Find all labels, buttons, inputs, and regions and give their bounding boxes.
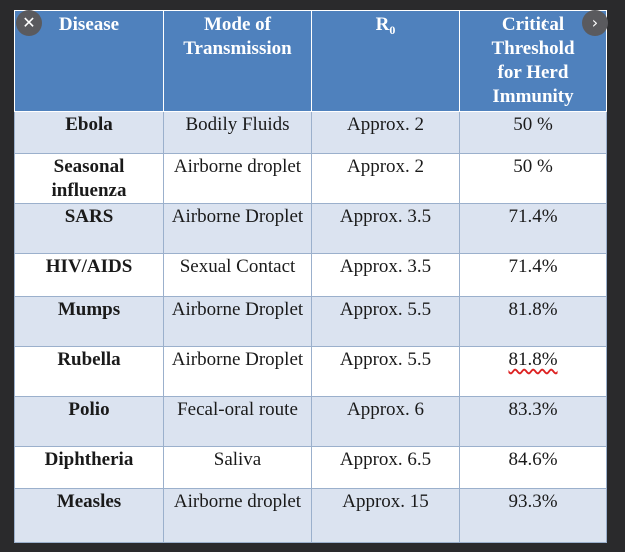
cell-mode: Airborne Droplet: [163, 346, 312, 397]
header-r0: R0: [311, 10, 460, 112]
table-row: HIV/AIDS Sexual Contact Approx. 3.5 71.4…: [14, 253, 607, 297]
table-row: Measles Airborne droplet Approx. 15 93.3…: [14, 488, 607, 543]
table-row: Seasonal influenza Airborne droplet Appr…: [14, 153, 607, 204]
cell-threshold: 50 %: [459, 111, 607, 154]
close-button[interactable]: ✕: [16, 10, 42, 36]
cell-disease: Mumps: [14, 296, 164, 347]
table-row: SARS Airborne Droplet Approx. 3.5 71.4%: [14, 203, 607, 254]
table-row: Mumps Airborne Droplet Approx. 5.5 81.8%: [14, 296, 607, 347]
table-row: Ebola Bodily Fluids Approx. 2 50 %: [14, 111, 607, 154]
header-mode: Mode of Transmission: [163, 10, 312, 112]
cell-disease: Measles: [14, 488, 164, 543]
cell-disease: Seasonal influenza: [14, 153, 164, 204]
cell-r0: Approx. 5.5: [311, 296, 460, 347]
cell-threshold: 71.4%: [459, 253, 607, 297]
cell-r0: Approx. 6.5: [311, 446, 460, 489]
cell-r0: Approx. 15: [311, 488, 460, 543]
table-image: Disease Mode of Transmission R0 Critical…: [14, 10, 607, 543]
cell-r0: Approx. 3.5: [311, 253, 460, 297]
cell-disease: SARS: [14, 203, 164, 254]
cell-disease: Polio: [14, 396, 164, 447]
cell-mode: Airborne Droplet: [163, 296, 312, 347]
cell-threshold: 84.6%: [459, 446, 607, 489]
cell-mode: Saliva: [163, 446, 312, 489]
cell-mode: Airborne droplet: [163, 488, 312, 543]
chevron-left-icon: ‹: [540, 12, 548, 33]
cell-disease: Ebola: [14, 111, 164, 154]
cell-threshold: 71.4%: [459, 203, 607, 254]
next-button[interactable]: ›: [582, 10, 608, 36]
chevron-right-icon: ›: [591, 13, 599, 32]
cell-threshold: 81.8%: [459, 346, 607, 397]
spellcheck-underline: 81.8%: [508, 349, 558, 370]
cell-r0: Approx. 5.5: [311, 346, 460, 397]
cell-threshold: 81.8%: [459, 296, 607, 347]
cell-threshold: 50 %: [459, 153, 607, 204]
table-row: Rubella Airborne Droplet Approx. 5.5 81.…: [14, 346, 607, 397]
close-icon: ✕: [22, 13, 36, 32]
cell-threshold: 83.3%: [459, 396, 607, 447]
cell-mode: Airborne Droplet: [163, 203, 312, 254]
table-row: Diphtheria Saliva Approx. 6.5 84.6%: [14, 446, 607, 489]
cell-r0: Approx. 3.5: [311, 203, 460, 254]
cell-mode: Sexual Contact: [163, 253, 312, 297]
cell-r0: Approx. 2: [311, 153, 460, 204]
cell-disease: Rubella: [14, 346, 164, 397]
herd-immunity-table: Disease Mode of Transmission R0 Critical…: [14, 10, 607, 543]
cell-mode: Fecal-oral route: [163, 396, 312, 447]
cell-r0: Approx. 6: [311, 396, 460, 447]
cell-mode: Bodily Fluids: [163, 111, 312, 154]
table-row: Polio Fecal-oral route Approx. 6 83.3%: [14, 396, 607, 447]
cell-threshold: 93.3%: [459, 488, 607, 543]
header-row: Disease Mode of Transmission R0 Critical…: [14, 10, 607, 112]
cell-mode: Airborne droplet: [163, 153, 312, 204]
cell-r0: Approx. 2: [311, 111, 460, 154]
cell-disease: Diphtheria: [14, 446, 164, 489]
previous-button[interactable]: ‹: [533, 12, 555, 34]
cell-disease: HIV/AIDS: [14, 253, 164, 297]
